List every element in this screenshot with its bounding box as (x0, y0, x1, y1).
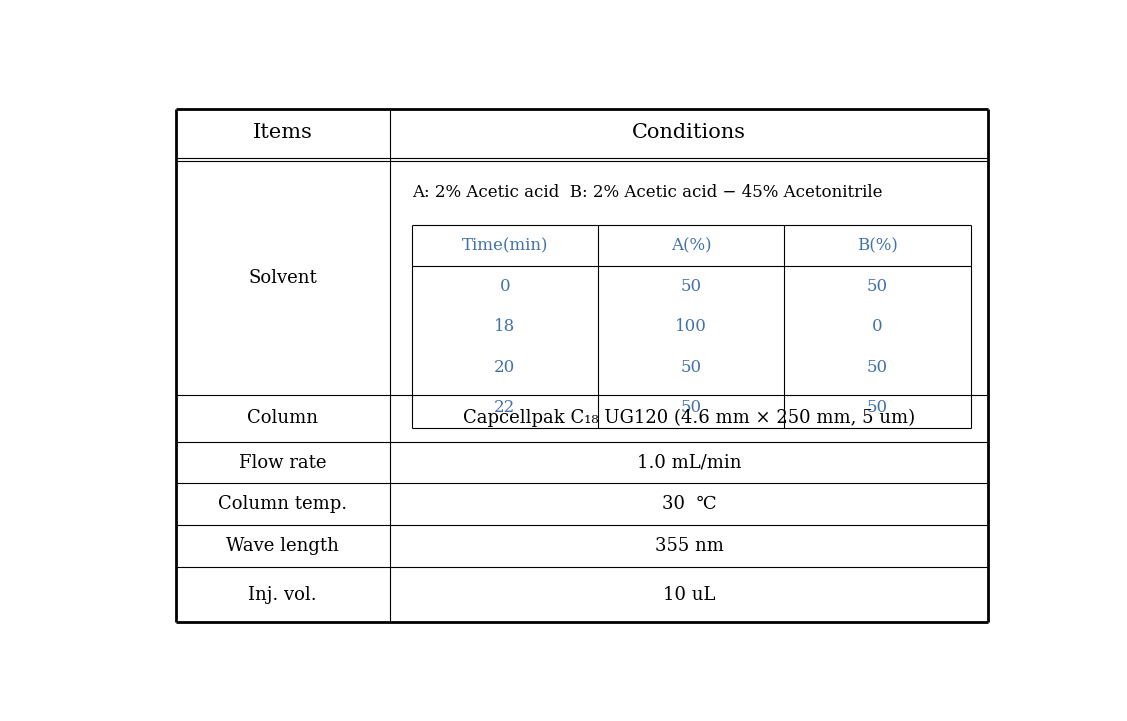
Text: 355 nm: 355 nm (655, 537, 724, 555)
Text: 0: 0 (872, 318, 882, 335)
Text: Time(min): Time(min) (462, 237, 548, 254)
Text: 50: 50 (867, 278, 888, 295)
Text: 1.0 mL/min: 1.0 mL/min (637, 454, 742, 472)
Text: 50: 50 (867, 358, 888, 376)
Text: Conditions: Conditions (632, 123, 746, 142)
Text: 50: 50 (681, 399, 702, 416)
Text: 22: 22 (494, 399, 515, 416)
Text: B(%): B(%) (857, 237, 898, 254)
Text: 30  ℃: 30 ℃ (662, 495, 717, 513)
Text: A: 2% Acetic acid  B: 2% Acetic acid − 45% Acetonitrile: A: 2% Acetic acid B: 2% Acetic acid − 45… (411, 184, 882, 200)
Text: Capcellpak C₁₈ UG120 (4.6 mm × 250 mm, 5 um): Capcellpak C₁₈ UG120 (4.6 mm × 250 mm, 5… (463, 409, 915, 428)
Text: 18: 18 (494, 318, 515, 335)
Text: Wave length: Wave length (227, 537, 339, 555)
Text: 100: 100 (675, 318, 707, 335)
Text: 50: 50 (867, 399, 888, 416)
Text: Flow rate: Flow rate (239, 454, 327, 472)
Text: 20: 20 (494, 358, 515, 376)
Text: Inj. vol.: Inj. vol. (248, 585, 317, 603)
Text: 10 uL: 10 uL (663, 585, 716, 603)
Text: Solvent: Solvent (248, 269, 317, 287)
Text: 0: 0 (499, 278, 511, 295)
Text: 50: 50 (681, 358, 702, 376)
Text: Column: Column (247, 410, 318, 428)
Text: Items: Items (252, 123, 313, 142)
Text: Column temp.: Column temp. (219, 495, 347, 513)
Text: 50: 50 (681, 278, 702, 295)
Text: A(%): A(%) (671, 237, 711, 254)
